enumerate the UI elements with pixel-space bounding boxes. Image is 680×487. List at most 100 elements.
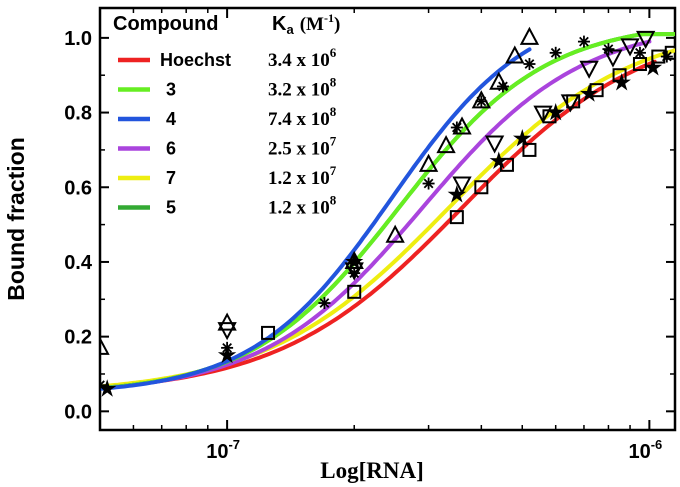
data-point-asterisk bbox=[660, 50, 673, 63]
legend-label: 4 bbox=[166, 109, 176, 129]
x-axis-label: Log[RNA] bbox=[320, 458, 424, 483]
data-point-asterisk bbox=[318, 297, 331, 310]
legend-label: 6 bbox=[166, 139, 176, 159]
data-point-square bbox=[261, 325, 276, 340]
data-point-asterisk bbox=[450, 121, 463, 134]
data-point-star bbox=[643, 58, 663, 76]
data-point-triangle-up bbox=[418, 153, 439, 172]
data-point-asterisk bbox=[221, 341, 234, 354]
data-point-asterisk bbox=[549, 46, 562, 59]
data-point-square bbox=[347, 284, 362, 299]
legend-label: Hoechst bbox=[160, 50, 231, 70]
asterisk-stroke bbox=[100, 383, 105, 391]
asterisk-stroke bbox=[349, 268, 360, 279]
data-point-triangle-down bbox=[603, 49, 623, 68]
data-point-star bbox=[579, 84, 599, 102]
data-point-triangle-up bbox=[436, 135, 456, 154]
data-point-triangle-down bbox=[533, 105, 553, 124]
asterisk-stroke bbox=[579, 36, 589, 47]
legend-ka-value: 3.2 x 108 bbox=[268, 75, 337, 101]
asterisk-stroke bbox=[635, 47, 645, 58]
asterisk-stroke bbox=[476, 96, 487, 107]
data-point-asterisk bbox=[602, 43, 615, 56]
legend-row-7: 7 1.2 x 107 bbox=[118, 163, 337, 189]
data-point-triangle-up bbox=[100, 336, 110, 355]
data-point-asterisk bbox=[348, 267, 361, 280]
data-point-asterisk bbox=[577, 35, 590, 48]
data-point-asterisk bbox=[496, 80, 509, 93]
asterisk-stroke bbox=[423, 178, 434, 189]
data-point-square bbox=[474, 180, 489, 195]
data-point-triangle-down bbox=[452, 176, 472, 195]
data-point-star bbox=[612, 73, 631, 91]
data-point-asterisk bbox=[523, 58, 536, 71]
legend-ka-value: 7.4 x 108 bbox=[268, 104, 337, 130]
asterisk-stroke bbox=[222, 342, 232, 353]
legend-header-ka: Ka (M-1) bbox=[272, 11, 340, 37]
legend-row-6: 6 2.5 x 107 bbox=[118, 134, 337, 160]
series-points-5 bbox=[100, 35, 673, 392]
data-point-asterisk bbox=[475, 95, 488, 108]
ka-unit-exponent: -1 bbox=[324, 11, 334, 25]
fit-curve-6 bbox=[100, 39, 652, 391]
legend-label: 3 bbox=[166, 80, 176, 100]
data-point-star bbox=[447, 185, 467, 203]
data-point-asterisk bbox=[100, 379, 106, 392]
legend-row-3: 3 3.2 x 108 bbox=[118, 75, 337, 101]
y-tick-label: 1.0 bbox=[64, 28, 92, 50]
data-point-triangle-down bbox=[579, 60, 599, 79]
ka-symbol: K bbox=[272, 13, 287, 35]
asterisk-stroke bbox=[100, 380, 105, 387]
legend-ka-value: 3.4 x 106 bbox=[268, 45, 337, 71]
legend-ka-value: 2.5 x 107 bbox=[268, 134, 337, 160]
data-point-square bbox=[522, 142, 537, 157]
plot-frame bbox=[98, 6, 677, 432]
legend-label: 5 bbox=[166, 198, 176, 218]
asterisk-stroke bbox=[550, 47, 561, 58]
data-point-star bbox=[217, 345, 237, 364]
data-point-star bbox=[546, 102, 565, 121]
data-point-star bbox=[345, 252, 364, 270]
data-point-triangle-down bbox=[217, 322, 237, 341]
legend-row-hoechst: Hoechst 3.4 x 106 bbox=[118, 45, 337, 71]
data-point-square bbox=[449, 210, 464, 225]
ka-subscript: a bbox=[286, 22, 294, 37]
ka-unit: (M bbox=[300, 14, 324, 35]
asterisk-stroke bbox=[524, 59, 535, 69]
y-tick-label: 0.6 bbox=[64, 177, 92, 199]
y-tick-label: 0.0 bbox=[64, 401, 92, 423]
asterisk-stroke bbox=[661, 51, 672, 62]
data-point-asterisk bbox=[633, 46, 646, 59]
data-point-triangle-down bbox=[560, 94, 581, 113]
y-tick-label: 0.2 bbox=[64, 327, 92, 349]
asterisk-stroke bbox=[498, 81, 508, 92]
y-tick-label: 0.8 bbox=[64, 103, 92, 125]
legend-ka-value: 1.2 x 107 bbox=[268, 163, 337, 189]
data-point-star bbox=[512, 129, 532, 147]
legend: Compound Ka (M-1) Hoechst 3.4 x 106 3 3.2 x … bbox=[113, 11, 340, 219]
series-points-6 bbox=[217, 30, 656, 341]
data-point-square bbox=[664, 45, 675, 60]
data-point-triangle-up bbox=[385, 224, 405, 243]
data-point-triangle-down bbox=[620, 38, 640, 57]
fit-curve-hoechst bbox=[100, 59, 657, 390]
data-point-star bbox=[489, 151, 508, 169]
data-point-asterisk bbox=[422, 177, 435, 190]
legend-ka-value: 1.2 x 108 bbox=[268, 193, 337, 219]
asterisk-stroke bbox=[451, 122, 462, 133]
series-points-7 bbox=[100, 58, 663, 397]
x-tick-label: 10-7 bbox=[206, 437, 240, 463]
data-point-triangle-down bbox=[484, 135, 505, 154]
data-point-triangle-up bbox=[505, 45, 525, 64]
x-tick-label: 10-6 bbox=[628, 437, 662, 463]
data-point-triangle-up bbox=[519, 26, 540, 45]
series-points-4 bbox=[100, 26, 540, 355]
y-axis-label: Bound fraction bbox=[3, 137, 29, 301]
legend-label: 7 bbox=[166, 168, 176, 188]
fit-curve-4 bbox=[100, 47, 532, 391]
y-tick-label: 0.4 bbox=[64, 252, 93, 274]
data-point-triangle-down bbox=[635, 30, 656, 50]
legend-header-compound: Compound bbox=[113, 13, 219, 35]
legend-row-4: 4 7.4 x 108 bbox=[118, 104, 337, 130]
